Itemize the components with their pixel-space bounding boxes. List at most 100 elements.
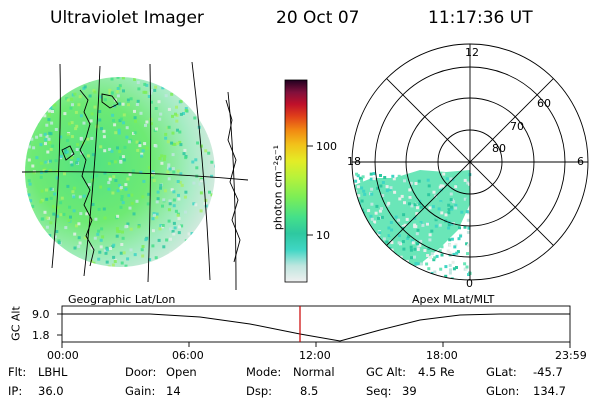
geo-pixel	[141, 149, 145, 153]
time-label: 11:17:36 UT	[428, 8, 533, 28]
geo-pixel	[119, 117, 123, 121]
geo-pixel	[115, 227, 119, 231]
polar-pixel	[448, 263, 452, 267]
geo-pixel	[59, 213, 63, 217]
geo-pixel	[116, 229, 120, 233]
geo-pixel	[176, 180, 180, 183]
geo-pixel	[55, 214, 59, 218]
polar-pixel	[365, 258, 369, 262]
polar-pixel	[426, 222, 429, 226]
polar-pixel	[408, 202, 411, 206]
geo-pixel	[77, 244, 81, 248]
geo-pixel	[178, 225, 181, 229]
geo-pixel	[143, 142, 147, 146]
geo-pixel	[75, 148, 79, 151]
geo-pixel	[173, 142, 177, 146]
polar-pixel	[355, 219, 359, 223]
geo-pixel	[164, 94, 168, 98]
geo-pixel	[139, 170, 143, 174]
geo-pixel	[198, 94, 202, 98]
geo-pixel	[93, 236, 97, 240]
geo-pixel	[112, 119, 115, 123]
geo-pixel	[192, 181, 196, 185]
polar-pixel	[445, 177, 449, 181]
polar-pixel	[466, 243, 470, 247]
geo-pixel	[158, 78, 162, 82]
geo-pixel	[82, 194, 86, 198]
polar-pixel	[388, 274, 392, 278]
geo-pixel	[147, 192, 151, 196]
polar-pixel	[401, 274, 404, 277]
geo-pixel	[204, 204, 208, 208]
polar-pixel	[375, 204, 379, 208]
polar-pixel	[447, 211, 451, 215]
polar-pixel	[366, 253, 370, 256]
geo-pixel	[215, 202, 218, 205]
geo-pixel	[167, 107, 171, 111]
polar-pixel	[423, 249, 427, 252]
polar-pixel	[428, 238, 432, 242]
geo-pixel	[39, 175, 43, 179]
polar-pixel	[379, 174, 382, 177]
geo-pixel	[111, 191, 115, 195]
geo-pixel	[130, 193, 134, 197]
geo-pixel	[133, 131, 137, 135]
geo-pixel	[101, 235, 105, 239]
geo-pixel	[199, 230, 203, 234]
geo-pixel	[112, 243, 116, 247]
geo-pixel	[184, 263, 188, 267]
geo-pixel	[49, 187, 53, 191]
geo-pixel	[90, 136, 94, 140]
polar-pixel	[452, 267, 456, 271]
geo-pixel	[45, 225, 49, 229]
polar-pixel	[444, 213, 448, 217]
geo-pixel	[107, 187, 111, 191]
geo-pixel	[191, 91, 194, 95]
geo-pixel	[201, 100, 205, 104]
geo-pixel	[189, 252, 193, 256]
polar-pixel	[386, 203, 390, 207]
geo-pixel	[55, 176, 59, 180]
polar-pixel	[399, 263, 403, 267]
geo-pixel	[150, 100, 153, 104]
geo-pixel	[195, 259, 199, 263]
geo-pixel	[157, 100, 161, 104]
geo-pixel	[42, 169, 46, 172]
geo-pixel	[124, 225, 128, 229]
geo-pixel	[59, 154, 63, 158]
polar-pixel	[436, 179, 440, 182]
polar-pixel	[420, 205, 423, 209]
geo-pixel	[46, 77, 50, 80]
geo-pixel	[86, 154, 90, 158]
polar-pixel	[372, 266, 376, 269]
geo-pixel	[26, 137, 30, 141]
polar-pixel	[427, 193, 431, 197]
geo-pixel	[33, 124, 37, 128]
geo-pixel	[25, 118, 26, 122]
geo-pixel	[167, 125, 171, 129]
geo-pixel	[211, 249, 215, 253]
polar-pixel	[361, 175, 365, 179]
polar-pixel	[370, 202, 374, 206]
polar-pixel	[450, 237, 454, 241]
geo-pixel	[116, 146, 119, 150]
polar-pixel	[421, 223, 425, 227]
geo-pixel	[69, 215, 72, 219]
polar-pixel	[426, 254, 430, 257]
geo-pixel	[90, 246, 94, 250]
polar-pixel	[380, 244, 384, 248]
geo-pixel	[25, 156, 26, 160]
geo-pixel	[71, 152, 75, 156]
geo-pixel	[38, 85, 42, 89]
geo-pixel	[164, 132, 168, 136]
geo-pixel	[176, 169, 180, 173]
geo-pixel	[41, 245, 45, 249]
geo-pixel	[181, 85, 185, 89]
geo-pixel	[207, 133, 211, 137]
geo-pixel	[70, 163, 74, 167]
geo-pixel	[88, 94, 92, 98]
geo-pixel	[83, 236, 87, 240]
geo-pixel	[155, 127, 158, 131]
polar-pixel	[383, 260, 387, 263]
geo-pixel	[46, 244, 50, 248]
